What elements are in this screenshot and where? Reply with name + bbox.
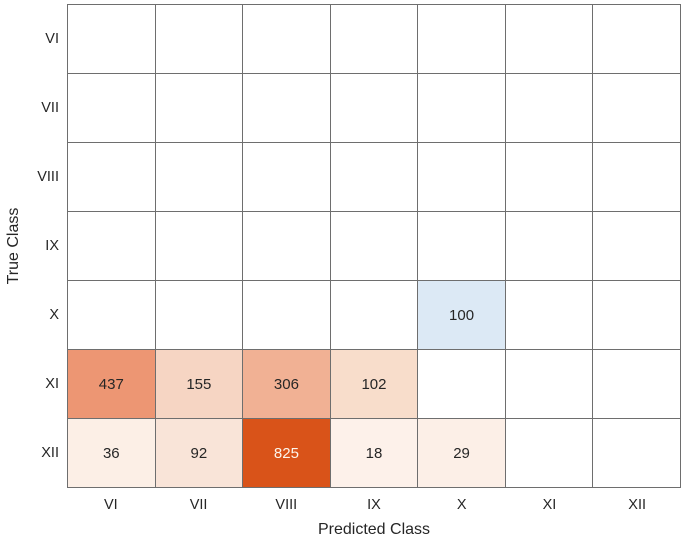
matrix-cell bbox=[68, 212, 155, 280]
matrix-cell bbox=[68, 281, 155, 349]
matrix-cell: 437 bbox=[68, 350, 155, 418]
matrix-cell bbox=[68, 143, 155, 211]
matrix-cell bbox=[418, 212, 505, 280]
matrix-cell bbox=[593, 212, 680, 280]
matrix-cell bbox=[330, 74, 418, 142]
x-axis-ticks: VI VII VIII IX X XI XII bbox=[67, 494, 681, 516]
matrix-cell bbox=[593, 143, 680, 211]
matrix-cell bbox=[593, 419, 680, 487]
matrix-cell bbox=[505, 5, 593, 73]
matrix-cell bbox=[330, 212, 418, 280]
x-tick-label: XI bbox=[542, 497, 557, 513]
x-tick-label: XII bbox=[628, 497, 647, 513]
matrix-cell bbox=[243, 212, 330, 280]
y-axis-ticks: VI VII VIII IX X XI XII bbox=[0, 4, 59, 488]
matrix-cell bbox=[68, 74, 155, 142]
matrix-cell bbox=[505, 350, 593, 418]
matrix-cell bbox=[593, 281, 680, 349]
matrix-cell bbox=[155, 74, 243, 142]
matrix-cell bbox=[593, 74, 680, 142]
y-tick-label: VII bbox=[41, 99, 59, 116]
y-tick-label: IX bbox=[45, 237, 59, 254]
y-tick-label: VI bbox=[45, 30, 59, 47]
matrix-cell bbox=[593, 5, 680, 73]
matrix-cell bbox=[155, 281, 243, 349]
matrix-cell: 102 bbox=[330, 350, 418, 418]
matrix-cell: 825 bbox=[243, 419, 330, 487]
matrix-cell bbox=[68, 5, 155, 73]
x-tick-label: VII bbox=[189, 497, 208, 513]
matrix-cell bbox=[330, 5, 418, 73]
matrix-cell: 155 bbox=[155, 350, 243, 418]
matrix-cell: 92 bbox=[155, 419, 243, 487]
matrix-cell: 18 bbox=[330, 419, 418, 487]
matrix-cell bbox=[505, 281, 593, 349]
matrix-cell bbox=[155, 212, 243, 280]
x-axis-label: Predicted Class bbox=[317, 521, 431, 538]
matrix-cell: 29 bbox=[418, 419, 505, 487]
matrix-cell bbox=[155, 5, 243, 73]
matrix-cell bbox=[155, 143, 243, 211]
matrix-cell bbox=[418, 143, 505, 211]
y-tick-label: VIII bbox=[37, 168, 59, 185]
x-tick-label: IX bbox=[367, 497, 381, 513]
matrix-cell bbox=[505, 419, 593, 487]
matrix-cell bbox=[505, 74, 593, 142]
matrix-cell bbox=[243, 281, 330, 349]
y-tick-label: X bbox=[49, 307, 59, 324]
matrix-cell bbox=[418, 5, 505, 73]
x-tick-label: X bbox=[456, 497, 467, 513]
matrix-cell: 100 bbox=[418, 281, 505, 349]
x-tick-label: VIII bbox=[275, 497, 298, 513]
y-tick-label: XII bbox=[41, 445, 59, 462]
matrix-cell bbox=[330, 143, 418, 211]
matrix-cell bbox=[505, 143, 593, 211]
matrix-cell bbox=[505, 212, 593, 280]
matrix-cell bbox=[243, 143, 330, 211]
matrix-grid: 100 437 155 306 102 36 92 825 18 29 bbox=[67, 4, 681, 488]
matrix-cell bbox=[243, 5, 330, 73]
matrix-cell: 36 bbox=[68, 419, 155, 487]
x-tick-label: VI bbox=[104, 497, 118, 513]
matrix-cell bbox=[418, 350, 505, 418]
matrix-cell bbox=[418, 74, 505, 142]
matrix-cell: 306 bbox=[243, 350, 330, 418]
y-tick-label: XI bbox=[45, 376, 59, 393]
matrix-cell bbox=[330, 281, 418, 349]
matrix-cell bbox=[593, 350, 680, 418]
matrix-cell bbox=[243, 74, 330, 142]
